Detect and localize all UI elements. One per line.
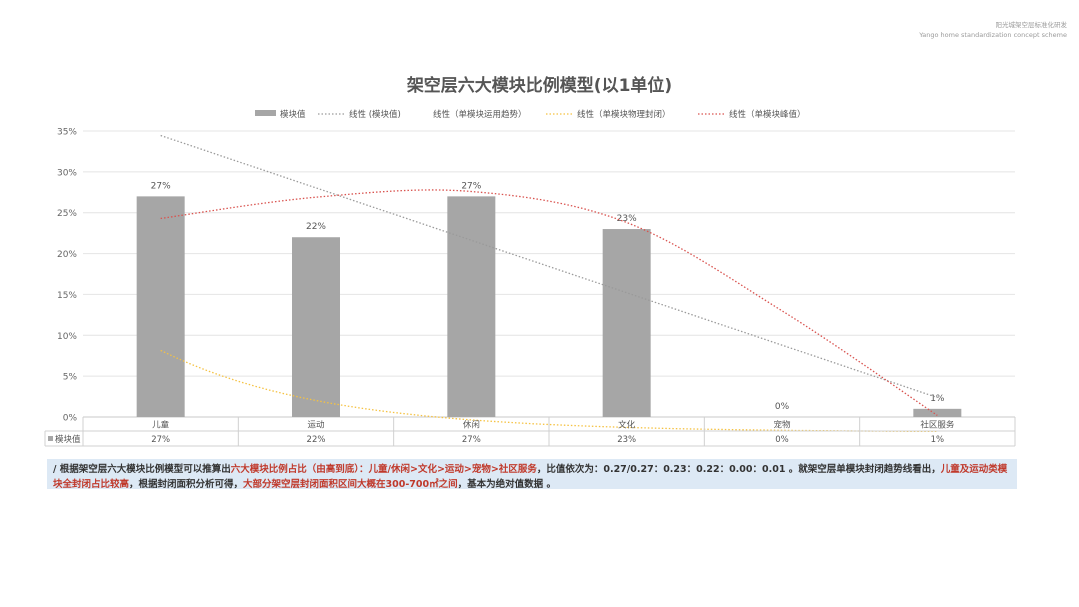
y-tick-label: 20% (57, 250, 77, 260)
bar-data-label: 27% (151, 181, 171, 191)
bar (447, 196, 496, 417)
table-cell-value: 0% (775, 435, 789, 445)
bar (913, 408, 962, 417)
trendline-physical-closure (160, 349, 938, 433)
category-label: 休闲 (463, 420, 480, 431)
note-text-3: ，根据封闭面积分析可得， (129, 479, 244, 490)
table-cell-value: 1% (931, 435, 945, 445)
category-label: 运动 (307, 420, 325, 431)
table-cell-value: 27% (151, 435, 170, 445)
table-cell-value: 22% (307, 435, 326, 445)
bar-data-label: 23% (617, 214, 637, 224)
category-label: 社区服务 (920, 420, 955, 431)
note-highlight-3: 大部分架空层封闭面积区间大概在300-700㎡之间 (243, 479, 458, 490)
y-tick-label: 15% (57, 291, 77, 301)
category-label: 儿童 (152, 420, 170, 431)
legend-label-trend: 线性（单模块物理封闭） (577, 109, 671, 120)
y-tick-label: 10% (57, 332, 77, 342)
table-cell-value: 23% (617, 435, 636, 445)
legend-swatch-bar (255, 110, 276, 116)
trendline-linear-module-value (160, 134, 938, 399)
chart-title: 架空层六大模块比例模型(以1单位) (406, 76, 673, 96)
legend-label-trend: 线性（单模块运用趋势） (433, 109, 527, 120)
table-row-swatch (48, 436, 53, 441)
note-text-1: / 根据架空层六大模块比例模型可以推算出 (53, 464, 231, 475)
legend-label-module-value: 模块值 (280, 109, 306, 120)
bar-data-label: 27% (461, 181, 481, 191)
data-table: 儿童 27% 运动 22% 休闲 27% 文化 23% 宠物 0% 社区服务 1% 模块值 (44, 417, 1016, 447)
legend-label-trend: 线性（单模块峰值） (729, 109, 806, 120)
bar (136, 196, 185, 417)
note-highlight-2: 儿童及运动类模块全封闭占比较高 (53, 464, 1008, 490)
bar-data-label: 0% (775, 402, 790, 412)
legend-label-trend: 线性 (模块值) (349, 109, 401, 120)
y-tick-label: 30% (57, 168, 77, 178)
brand-header: 阳光城架空层标准化研发 Yango home standardization c… (919, 20, 1067, 40)
category-label: 宠物 (773, 420, 791, 431)
note-text-4: ，基本为绝对值数据 。 (457, 479, 556, 490)
analysis-note: / 根据架空层六大模块比例模型可以推算出六大模块比例占比（由高到底）：儿童/休闲… (47, 459, 1017, 490)
note-highlight-1: 六大模块比例占比（由高到底）：儿童/休闲>文化>运动>宠物>社区服务 (230, 464, 537, 475)
y-tick-label: 25% (57, 209, 77, 219)
bar-data-label: 1% (930, 394, 945, 404)
chart-legend: 模块值 线性 (模块值) 线性（单模块运用趋势） 线性（单模块物理封闭） 线性（单模块峰… (255, 109, 806, 120)
note-text-2: ，比值依次为：0.27/0.27：0.23：0.22：0.00：0.01 。就架… (536, 464, 941, 475)
bar-series: 27% 22% 27% 23% 0% 1% (136, 181, 962, 417)
table-row-label: 模块值 (55, 434, 81, 445)
y-tick-label: 0% (63, 414, 78, 424)
table-cell-value: 27% (462, 435, 481, 445)
trendline-peak (160, 189, 938, 416)
trendlines (160, 134, 938, 433)
bar (292, 237, 340, 417)
y-tick-label: 5% (63, 373, 78, 383)
y-axis: 0% 5% 10% 15% 20% 25% 30% 35% (57, 128, 77, 424)
y-tick-label: 35% (57, 128, 77, 138)
brand-name: 阳光城架空层标准化研发 (995, 21, 1068, 29)
bar-data-label: 22% (306, 222, 326, 232)
chart-gridlines (83, 130, 1015, 418)
bar (602, 229, 651, 417)
category-label: 文化 (618, 420, 636, 431)
brand-tagline: Yango home standardization concept schem… (919, 31, 1067, 39)
